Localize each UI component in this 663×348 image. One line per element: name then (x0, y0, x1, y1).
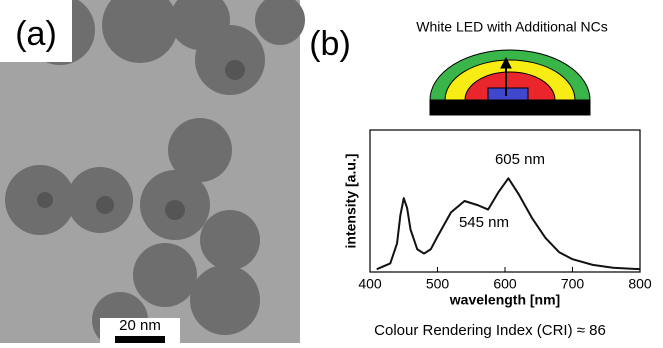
tem-image (0, 0, 305, 348)
x-tick-label: 700 (561, 276, 585, 292)
x-tick-label: 800 (628, 276, 652, 292)
x-tick-label: 600 (493, 276, 517, 292)
led-diagram (429, 49, 591, 116)
annotation: 545 nm (459, 214, 509, 231)
x-axis-label: wavelength [nm] (449, 292, 560, 308)
scale-bar-label: 20 nm (119, 317, 161, 334)
panel-label: (a) (15, 15, 57, 53)
spectrum-line (376, 177, 641, 271)
x-tick-label: 400 (358, 276, 382, 292)
cri-text: Colour Rendering Index (CRI) ≈ 86 (374, 322, 606, 339)
panel-label: (b) (309, 25, 351, 63)
led-title: White LED with Additional NCs (416, 19, 607, 35)
x-tick-label: 500 (426, 276, 450, 292)
y-axis-label: intensity [a.u.] (343, 154, 359, 249)
annotation: 605 nm (495, 151, 545, 168)
